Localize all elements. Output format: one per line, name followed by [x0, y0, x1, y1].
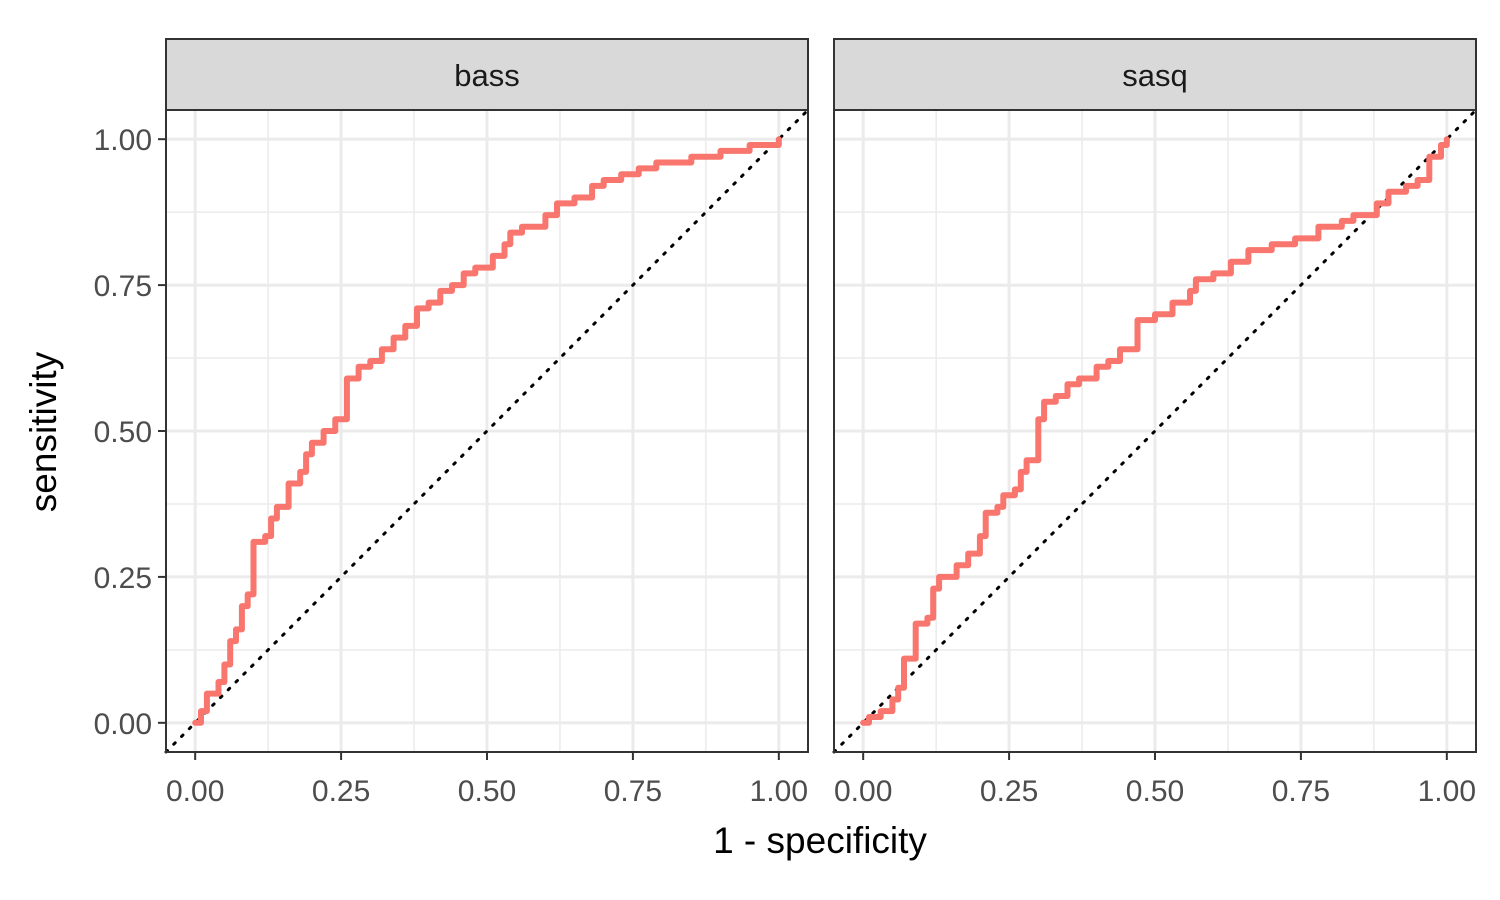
panel-bass: bass 0.00 0.25 0.50 0.75 1.00 0.00 0.25 0.50 0.75… — [94, 38, 810, 808]
x-tick-label: 0.00 — [834, 775, 892, 808]
x-tick-label: 0.00 — [166, 775, 224, 808]
y-axis-title: sensitivity — [23, 351, 64, 512]
x-tick-label: 0.50 — [458, 775, 516, 808]
y-tick-label: 0.75 — [94, 270, 152, 303]
strip-label-sasq: sasq — [1122, 58, 1187, 93]
x-axis-title: 1 - specificity — [713, 820, 927, 861]
x-tick-label: 0.75 — [604, 775, 662, 808]
panel-sasq: sasq 0.00 0.25 0.50 0.75 1.00 — [832, 38, 1478, 808]
y-tick-label: 0.25 — [94, 562, 152, 595]
reference-diagonal — [164, 108, 810, 754]
y-tick-label: 0.50 — [94, 416, 152, 449]
roc-curve-bass — [192, 136, 782, 726]
y-tick-label: 0.00 — [94, 708, 152, 741]
x-tick-label: 0.50 — [1126, 775, 1184, 808]
x-tick-label: 1.00 — [1418, 775, 1476, 808]
x-tick-label: 0.25 — [980, 775, 1038, 808]
x-tick-label: 1.00 — [750, 775, 808, 808]
roc-curve-sasq — [860, 136, 1450, 726]
strip-background — [165, 38, 809, 111]
y-tick-label: 1.00 — [94, 124, 152, 157]
x-tick-label: 0.75 — [1272, 775, 1330, 808]
reference-diagonal — [832, 108, 1478, 754]
x-tick-label: 0.25 — [312, 775, 370, 808]
strip-background — [833, 38, 1477, 111]
strip-label-bass: bass — [454, 58, 519, 93]
facet-panels: bass 0.00 0.25 0.50 0.75 1.00 0.00 0.25 0.50 0.75… — [94, 38, 1478, 808]
